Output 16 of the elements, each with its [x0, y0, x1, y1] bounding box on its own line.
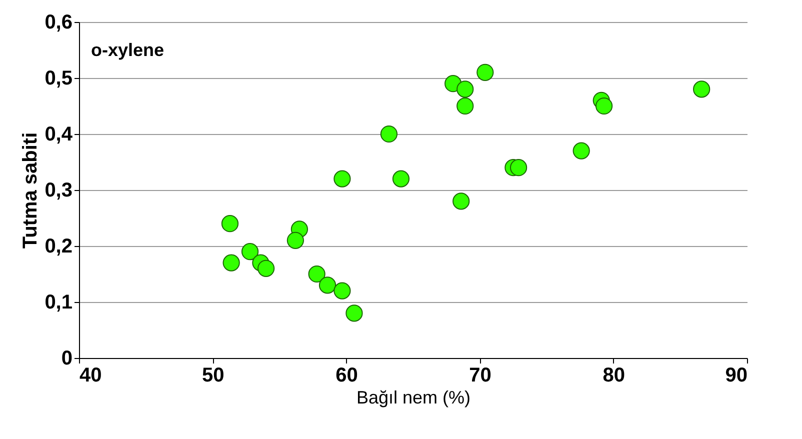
- y-tick-label: 0,2: [44, 236, 72, 258]
- x-tick-label: 50: [202, 364, 224, 386]
- x-tick-label: 90: [725, 364, 748, 386]
- y-axis-title: Tutma sabiti: [20, 132, 42, 249]
- y-tick-label: 0,4: [44, 124, 74, 146]
- x-tick-label: 70: [469, 364, 492, 386]
- x-axis-title: Bağıl nem (%): [356, 388, 471, 408]
- x-tick-label: 60: [336, 364, 358, 386]
- y-tick-label: 0,5: [44, 68, 72, 90]
- y-tick-label: 0: [61, 348, 72, 370]
- y-tick-label: 0,3: [44, 180, 72, 202]
- x-tick-label: 80: [602, 364, 626, 386]
- annotation: o-xylene: [91, 40, 164, 60]
- y-tick-label: 0,1: [44, 292, 72, 314]
- x-tick-label: 40: [80, 364, 102, 386]
- y-tick-label: 0,6: [44, 12, 72, 34]
